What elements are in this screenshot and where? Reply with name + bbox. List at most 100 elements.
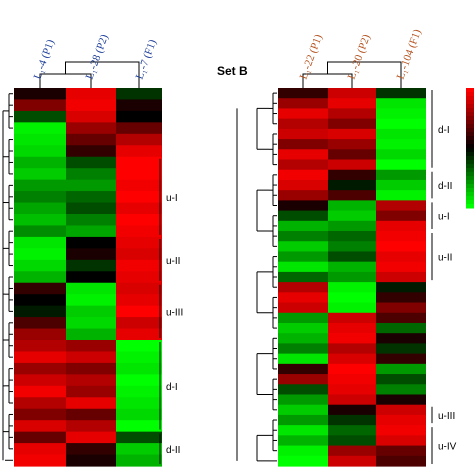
legend-swatch	[466, 204, 474, 209]
cluster-label-a-3: d-I	[166, 382, 178, 393]
legend-swatch	[466, 108, 474, 113]
heatmap-cell-b-1-2	[376, 98, 426, 110]
cluster-label-a-2: u-III	[166, 307, 183, 318]
heatmap-cell-a-12-1	[66, 225, 116, 238]
heatmap-cell-a-25-1	[66, 374, 116, 387]
heatmap-cell-a-16-2	[116, 271, 162, 284]
heatmap-cell-b-23-1	[328, 322, 376, 334]
heatmap-cell-b-34-2	[376, 435, 426, 447]
heatmap-cell-a-3-1	[66, 122, 116, 135]
heatmap-cell-b-13-2	[376, 220, 426, 232]
heatmap-cell-b-3-1	[328, 118, 376, 130]
heatmap-cell-a-31-1	[66, 443, 116, 456]
heatmap-cell-a-26-0	[14, 385, 66, 398]
legend-swatch	[466, 188, 474, 193]
heatmap-cell-b-6-1	[328, 149, 376, 161]
heatmap-cell-a-18-0	[14, 294, 66, 307]
heatmap-cell-b-21-2	[376, 302, 426, 314]
column-label-b-2: L₁-104 (F1)	[395, 27, 424, 81]
heatmap-cell-b-15-0	[278, 241, 328, 253]
heatmap-cell-b-25-2	[376, 343, 426, 355]
heatmap-cell-b-32-0	[278, 414, 328, 426]
heatmap-cell-b-23-2	[376, 322, 426, 334]
heatmap-cell-a-22-1	[66, 340, 116, 353]
heatmap-cell-a-4-1	[66, 133, 116, 146]
heatmap-cell-a-2-0	[14, 110, 66, 123]
heatmap-cell-a-28-1	[66, 408, 116, 421]
legend-swatch	[466, 200, 474, 205]
legend-swatch	[466, 180, 474, 185]
heatmap-cell-b-28-2	[376, 374, 426, 385]
heatmap-cell-a-13-1	[66, 236, 116, 249]
heatmap-cell-a-32-0	[14, 454, 66, 467]
heatmap-cell-b-8-2	[376, 169, 426, 181]
heatmap-cell-a-0-1	[66, 88, 116, 101]
heatmap-cell-b-9-1	[328, 179, 376, 191]
heatmap-cell-a-24-1	[66, 362, 116, 375]
cluster-label-a-0: u-I	[166, 193, 178, 204]
column-label-a-2: L₁-7 (F1)	[134, 38, 160, 81]
heatmap-cell-a-5-0	[14, 145, 66, 158]
heatmap-cell-a-22-2	[116, 340, 162, 353]
heatmap-cell-a-27-2	[116, 397, 162, 410]
row-dendrogram-b	[236, 92, 277, 462]
heatmap-cell-b-14-1	[328, 231, 376, 242]
heatmap-cell-b-5-0	[278, 139, 328, 150]
heatmap-cell-a-10-0	[14, 202, 66, 215]
heatmap-cell-b-34-1	[328, 435, 376, 447]
heatmap-cell-b-31-1	[328, 404, 376, 416]
cluster-label-b-4: u-III	[438, 411, 455, 422]
heatmap-cell-b-18-2	[376, 271, 426, 283]
heatmap-cell-b-22-0	[278, 312, 328, 324]
legend-swatch	[466, 140, 474, 145]
heatmap-cell-a-12-0	[14, 225, 66, 238]
heatmap-cell-a-8-1	[66, 179, 116, 192]
heatmap-cell-b-29-2	[376, 384, 426, 396]
legend-swatch	[466, 192, 474, 197]
column-label-a-0: L₁-4 (P1)	[32, 38, 58, 81]
heatmap-cell-b-17-0	[278, 261, 328, 273]
heatmap-cell-b-27-1	[328, 363, 376, 375]
heatmap-cell-b-20-0	[278, 292, 328, 304]
heatmap-cell-a-6-1	[66, 156, 116, 169]
heatmap-cell-a-20-1	[66, 317, 116, 330]
heatmap-a-cells	[14, 88, 162, 467]
heatmap-cell-a-20-0	[14, 317, 66, 330]
heatmap-cell-a-14-1	[66, 248, 116, 261]
heatmap-cell-b-2-1	[328, 108, 376, 120]
heatmap-cell-a-9-0	[14, 191, 66, 204]
heatmap-cell-b-11-2	[376, 200, 426, 212]
heatmap-cell-a-6-0	[14, 156, 66, 169]
legend-swatch	[466, 152, 474, 157]
heatmap-cell-a-27-1	[66, 397, 116, 410]
set-b-title: Set B	[217, 64, 248, 78]
legend-swatch	[466, 100, 474, 105]
color-scale-legend	[466, 88, 474, 209]
heatmap-cell-b-7-2	[376, 159, 426, 171]
legend-swatch	[466, 132, 474, 137]
heatmap-cell-b-35-0	[278, 445, 328, 457]
heatmap-cell-b-36-1	[328, 455, 376, 467]
heatmap-cell-b-24-2	[376, 333, 426, 345]
heatmap-cell-b-21-0	[278, 302, 328, 314]
heatmap-cell-a-23-2	[116, 351, 162, 364]
heatmap-cell-a-28-2	[116, 408, 162, 421]
heatmap-cell-b-2-0	[278, 108, 328, 120]
column-dendrogram-b	[302, 61, 402, 88]
heatmap-cell-a-29-2	[116, 420, 162, 433]
heatmap-cell-a-22-0	[14, 340, 66, 353]
heatmap-cell-b-19-1	[328, 282, 376, 293]
heatmap-cell-a-17-1	[66, 282, 116, 295]
heatmap-cell-a-8-0	[14, 179, 66, 192]
heatmap-cell-a-3-2	[116, 122, 162, 135]
heatmap-cell-a-25-2	[116, 374, 162, 387]
heatmap-cell-b-6-0	[278, 149, 328, 161]
heatmap-cell-b-19-0	[278, 282, 328, 293]
heatmap-cell-b-34-0	[278, 435, 328, 447]
cluster-label-a-4: d-II	[166, 445, 180, 456]
heatmap-cell-b-25-1	[328, 343, 376, 355]
dendrogram-branch	[256, 107, 269, 150]
row-dendrogram-a	[2, 93, 13, 461]
heatmap-cell-a-11-0	[14, 214, 66, 227]
legend-swatch	[466, 112, 474, 117]
